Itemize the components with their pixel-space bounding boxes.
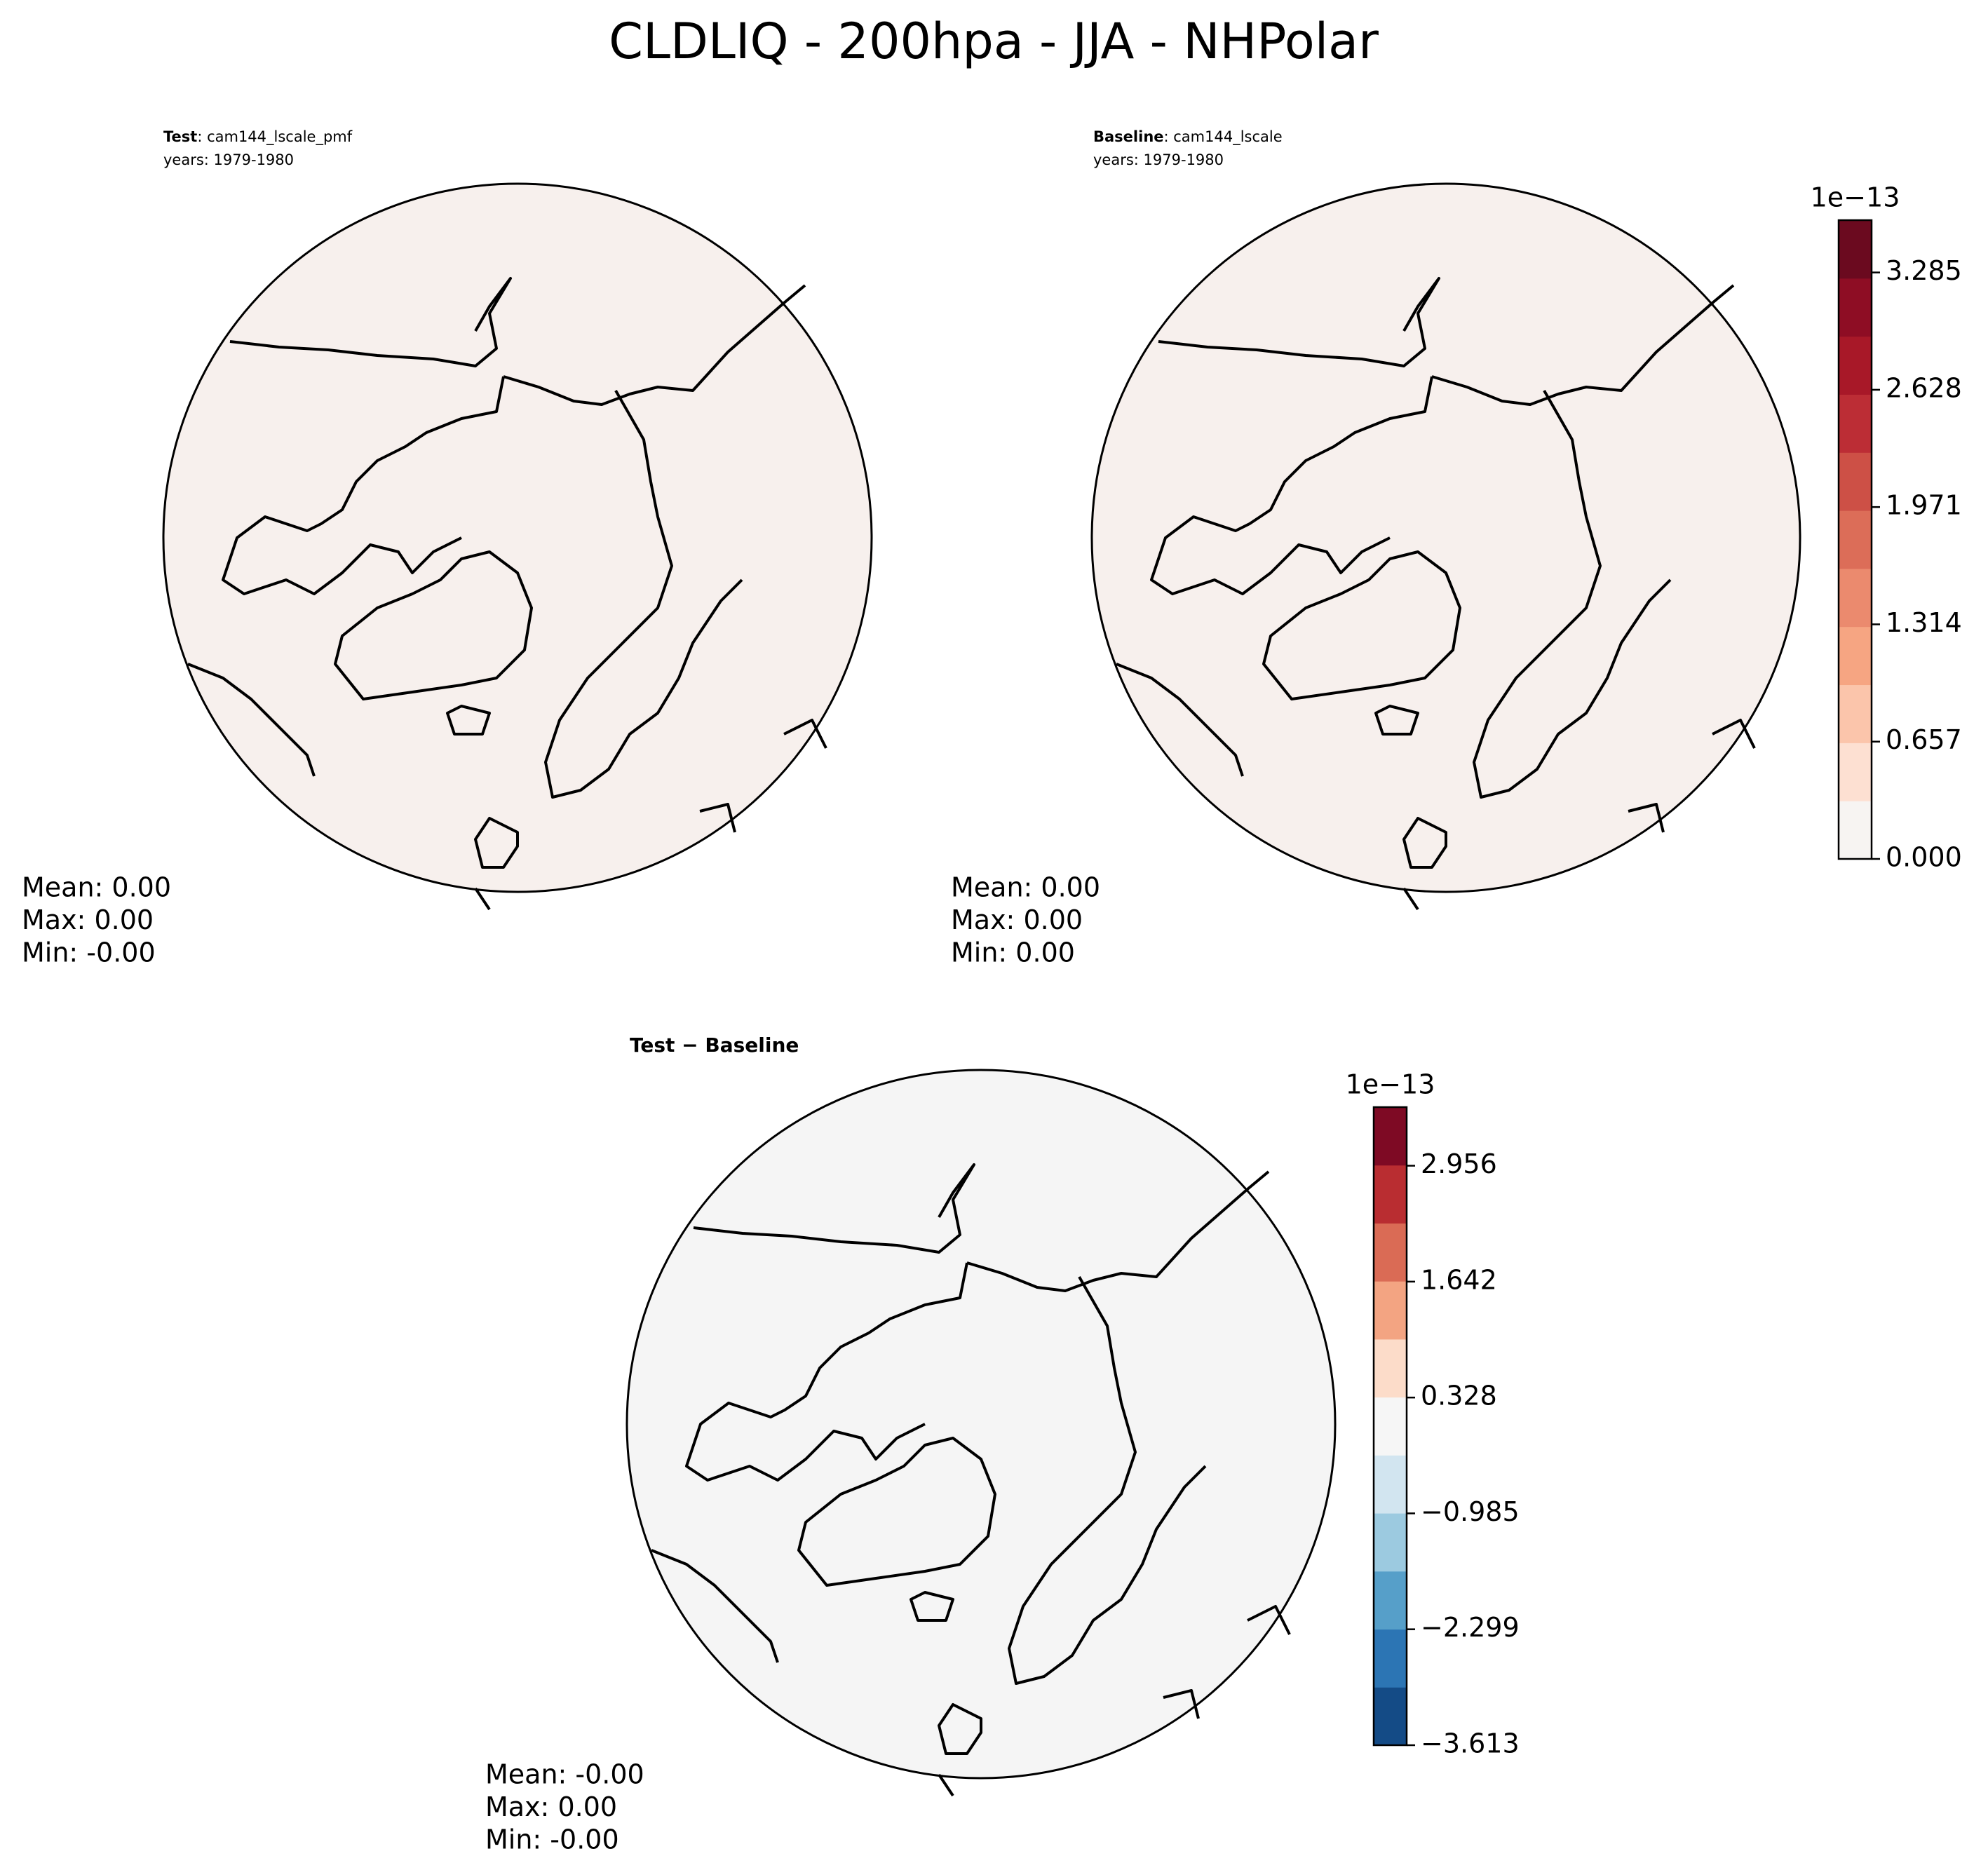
colorbar-band: [1374, 1223, 1407, 1282]
map-disk: [1090, 182, 1801, 893]
panel-title-label: Test: [163, 128, 197, 145]
colorbar-tick-label: 2.956: [1421, 1149, 1497, 1179]
colorbar-band: [1839, 394, 1872, 453]
colorbar-band: [1839, 336, 1872, 395]
colorbar-band: [1839, 743, 1872, 801]
colorbar-band: [1839, 452, 1872, 511]
colorbar-tick-label: 2.628: [1886, 372, 1962, 403]
colorbar-tick-label: 1.314: [1886, 607, 1962, 638]
colorbar-band: [1374, 1687, 1407, 1746]
panel-title-case: : cam144_lscale_pmf: [197, 128, 352, 146]
colorbar-band: [1839, 684, 1872, 743]
colorbar-band: [1374, 1397, 1407, 1456]
stat-line: Min: 0.00: [951, 937, 1075, 968]
colorbar-band: [1374, 1629, 1407, 1688]
colorbar-scale-label: 1e−13: [1811, 182, 1900, 213]
colorbar-band: [1374, 1165, 1407, 1224]
colorbar-tick-label: 1.971: [1886, 490, 1962, 521]
map-disk: [162, 182, 873, 893]
colorbar-band: [1839, 510, 1872, 569]
colorbar-band: [1374, 1455, 1407, 1514]
colorbar-band: [1374, 1513, 1407, 1572]
panel-title: Test − Baseline: [630, 1034, 799, 1057]
stat-line: Min: -0.00: [22, 937, 156, 968]
panel-title-label: Baseline: [1093, 128, 1164, 145]
colorbar-tick-label: −2.299: [1421, 1612, 1520, 1643]
stat-line: Mean: 0.00: [951, 872, 1100, 903]
panel-title: Test: cam144_lscale_pmf: [163, 128, 353, 146]
colorbar-tick-label: 0.657: [1886, 724, 1962, 755]
colorbar-tick-label: 0.000: [1886, 842, 1962, 873]
colorbar-tick-label: 0.328: [1421, 1381, 1497, 1411]
colorbar-band: [1839, 626, 1872, 686]
panel-title-case: : cam144_lscale: [1164, 128, 1283, 146]
panel-years: years: 1979-1980: [163, 151, 294, 168]
colorbar-band: [1374, 1281, 1407, 1340]
panel-years: years: 1979-1980: [1093, 151, 1224, 168]
colorbar-band: [1374, 1107, 1407, 1166]
colorbar-frame: [1372, 1106, 1408, 1747]
map-disk: [626, 1069, 1337, 1780]
colorbar-band: [1839, 278, 1872, 337]
colorbar-tick-label: −0.985: [1421, 1496, 1520, 1527]
colorbar-band: [1839, 568, 1872, 628]
panel-title: Baseline: cam144_lscale: [1093, 128, 1283, 146]
colorbar-tick-label: −3.613: [1421, 1728, 1520, 1759]
colorbar-band: [1839, 801, 1872, 860]
colorbar-band: [1374, 1339, 1407, 1398]
colorbar-tick-label: 3.285: [1886, 255, 1962, 286]
stat-line: Max: 0.00: [22, 904, 154, 935]
colorbar-band: [1839, 220, 1872, 279]
colorbar-scale-label: 1e−13: [1346, 1069, 1435, 1100]
stat-line: Min: -0.00: [485, 1824, 619, 1855]
stat-line: Mean: 0.00: [22, 872, 171, 903]
colorbar-tick-label: 1.642: [1421, 1264, 1497, 1295]
stat-line: Mean: -0.00: [485, 1759, 644, 1790]
stat-line: Max: 0.00: [485, 1791, 617, 1822]
colorbar-frame: [1837, 219, 1873, 860]
colorbar-band: [1374, 1571, 1407, 1630]
stat-line: Max: 0.00: [951, 904, 1083, 935]
figure-title: CLDLIQ - 200hpa - JJA - NHPolar: [609, 13, 1379, 70]
